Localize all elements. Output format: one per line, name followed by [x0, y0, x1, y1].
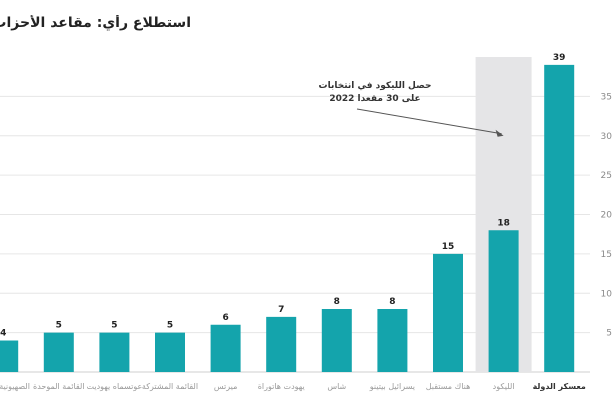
category-label: هناك مستقبل — [426, 382, 471, 391]
category-label: القائمة المشتركة — [142, 382, 198, 391]
bars — [0, 64, 575, 372]
y-tick-label: 10 — [601, 289, 613, 299]
value-label: 8 — [334, 297, 340, 307]
value-label: 5 — [56, 321, 62, 331]
category-label: شاس — [327, 382, 346, 391]
category-label: عوتسماه يهوديت — [87, 382, 143, 391]
value-label: 8 — [389, 297, 395, 307]
y-tick-label: 5 — [606, 329, 612, 339]
annotation-layer: حصل الليكود في انتخابات 2022 على 30 مقعدا — [319, 81, 504, 137]
bar — [0, 340, 19, 372]
bar — [155, 332, 185, 372]
category-label: معسكر الدولة — [533, 382, 586, 391]
labels: 5 10 15 20 25 30 35 39 معسكر الدولة 18 الليكود 15 هن… — [0, 53, 612, 391]
category-label: يسرائيل بيتينو — [369, 382, 415, 391]
category-label: يهودت هاتوراة — [258, 382, 305, 391]
bar — [99, 332, 130, 372]
y-tick-label: 20 — [601, 211, 613, 221]
bar — [210, 324, 241, 372]
bar — [488, 230, 519, 372]
category-label: القائمة الموحدة — [33, 382, 85, 391]
y-tick-label: 15 — [601, 250, 612, 260]
value-label: 39 — [553, 53, 566, 63]
category-label: الليكود — [493, 382, 515, 391]
annotation-arrow — [356, 108, 502, 135]
chart-title: استطلاع رأي: مقاعد الأحزاب الإسرائيلية — [0, 15, 191, 31]
annotation-text: 2022 على 30 مقعدا — [329, 94, 420, 104]
y-tick-label: 30 — [601, 132, 613, 142]
value-label: 6 — [222, 313, 228, 323]
bar — [544, 64, 575, 372]
bar — [321, 309, 352, 372]
bar — [266, 316, 297, 372]
value-label: 7 — [278, 305, 284, 315]
annotation-arrowhead — [495, 129, 504, 137]
value-label: 15 — [442, 242, 455, 252]
bar — [377, 309, 408, 372]
category-label: الصهيونية الدينية — [0, 382, 30, 391]
bar — [43, 332, 74, 372]
y-tick-label: 35 — [601, 92, 612, 102]
bar — [433, 253, 463, 372]
value-label: 18 — [497, 218, 510, 228]
value-label: 5 — [111, 321, 117, 331]
value-label: 4 — [0, 329, 6, 339]
value-label: 5 — [167, 321, 173, 331]
category-label: ميرتس — [214, 382, 238, 391]
y-tick-label: 25 — [601, 171, 612, 181]
annotation-text: حصل الليكود في انتخابات — [319, 81, 432, 91]
